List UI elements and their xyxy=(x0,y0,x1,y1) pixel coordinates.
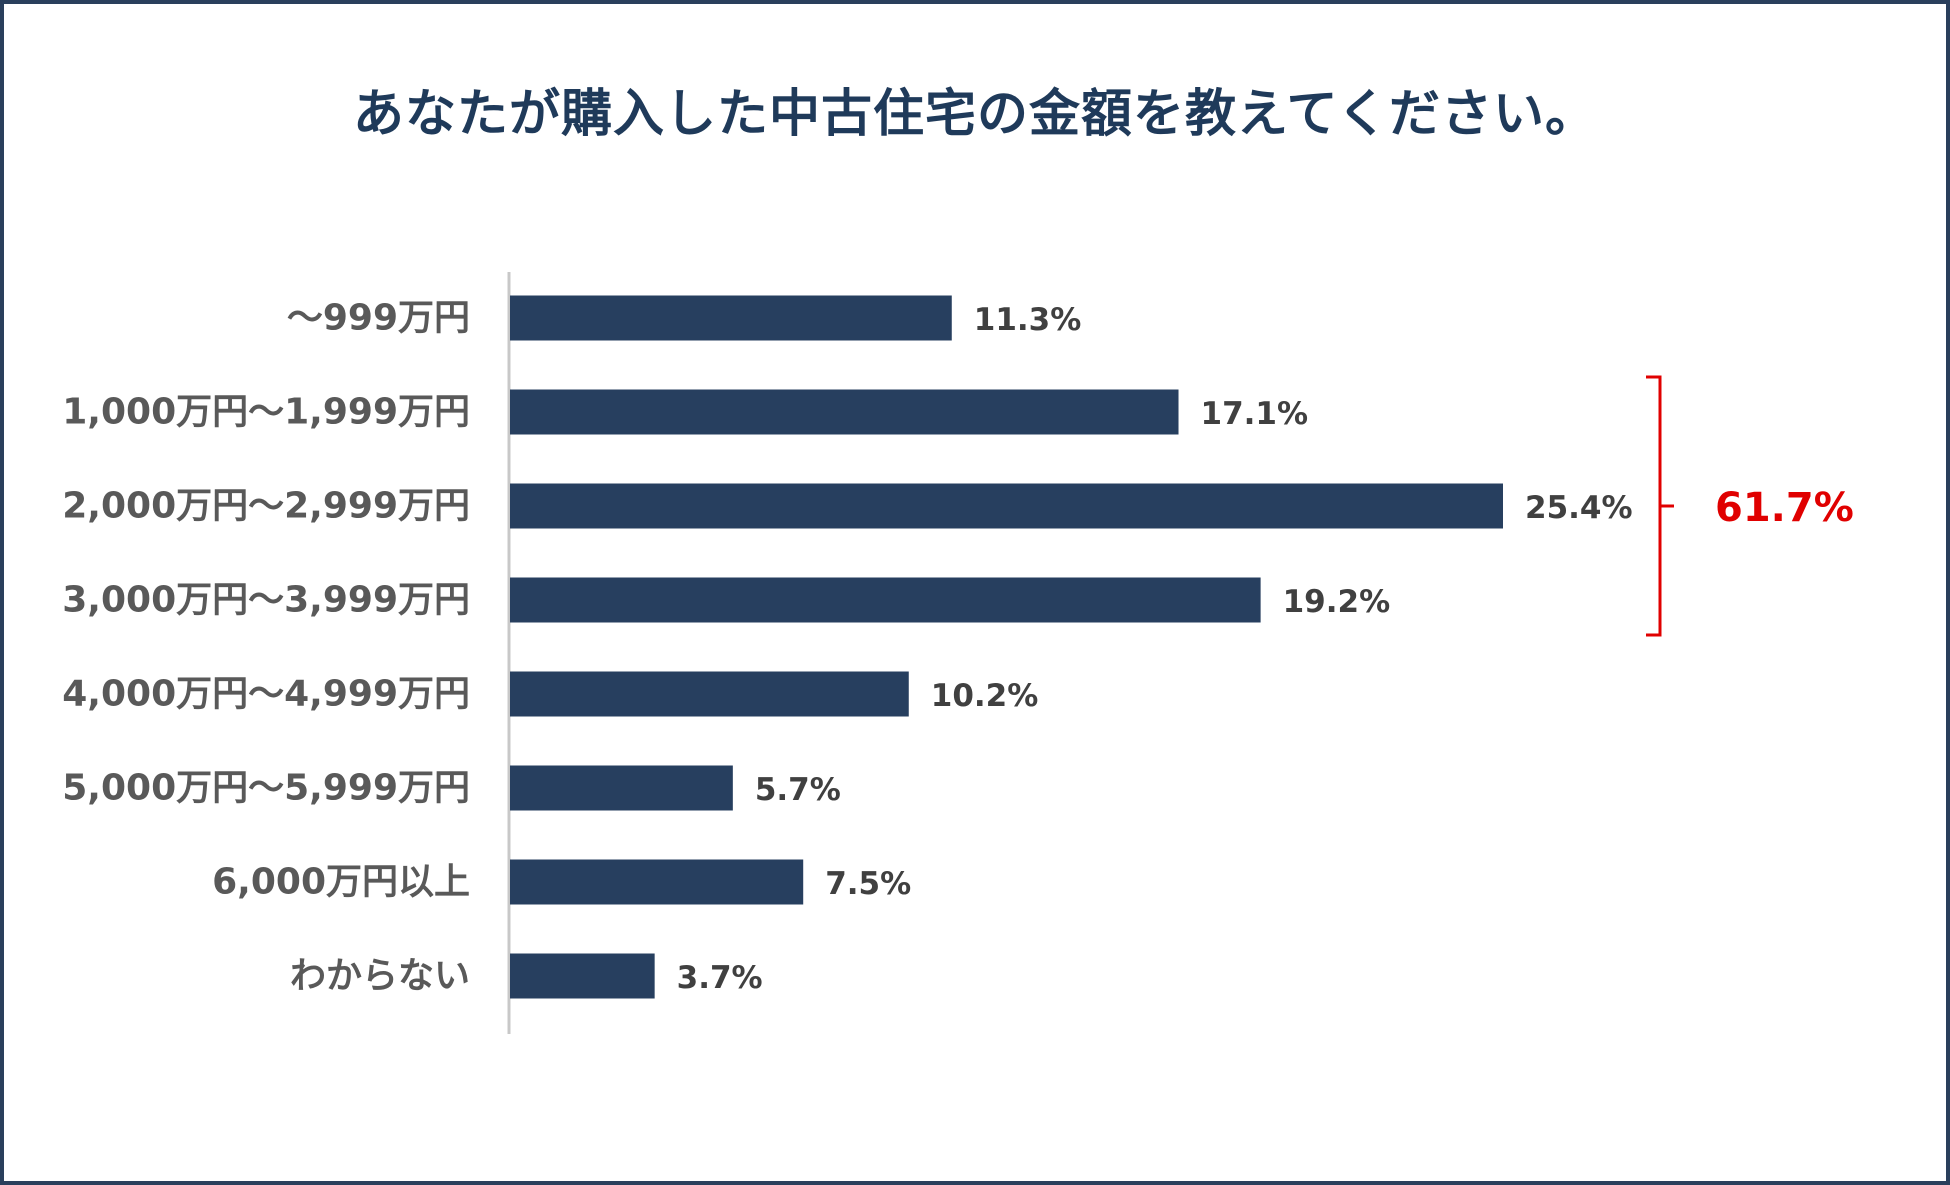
bar xyxy=(510,859,804,905)
value-label: 17.1% xyxy=(1201,396,1309,432)
bar xyxy=(510,295,952,341)
value-label: 10.2% xyxy=(931,678,1039,714)
bar xyxy=(510,483,1503,529)
category-label: 1,000万円～1,999万円 xyxy=(62,392,470,433)
labels-group: ～999万円 11.3% 1,000万円～1,999万円 17.1% 2,000万円～2… xyxy=(62,298,1632,997)
bar xyxy=(510,577,1261,623)
bar xyxy=(510,765,733,811)
value-label: 5.7% xyxy=(755,772,841,808)
value-label: 3.7% xyxy=(677,960,763,996)
bracket-total-label: 61.7% xyxy=(1715,485,1854,531)
value-label: 11.3% xyxy=(974,302,1082,338)
category-label: 4,000万円～4,999万円 xyxy=(62,674,470,715)
value-label: 7.5% xyxy=(825,866,911,902)
bar xyxy=(510,953,655,999)
category-label: ～999万円 xyxy=(287,298,470,339)
annotation-group: 61.7% xyxy=(1646,375,1854,637)
bracket xyxy=(1646,375,1674,637)
value-label: 19.2% xyxy=(1283,584,1391,620)
category-label: 6,000万円以上 xyxy=(212,862,470,903)
value-label: 25.4% xyxy=(1525,490,1633,526)
bars-group xyxy=(510,295,1503,999)
bar xyxy=(510,671,909,717)
category-label: 3,000万円～3,999万円 xyxy=(62,580,470,621)
category-label: 5,000万円～5,999万円 xyxy=(62,768,470,809)
category-label: わからない xyxy=(290,956,470,997)
category-label: 2,000万円～2,999万円 xyxy=(62,486,470,527)
chart-title: あなたが購入した中古住宅の金額を教えてください。 xyxy=(353,85,1597,144)
bar xyxy=(510,389,1179,435)
